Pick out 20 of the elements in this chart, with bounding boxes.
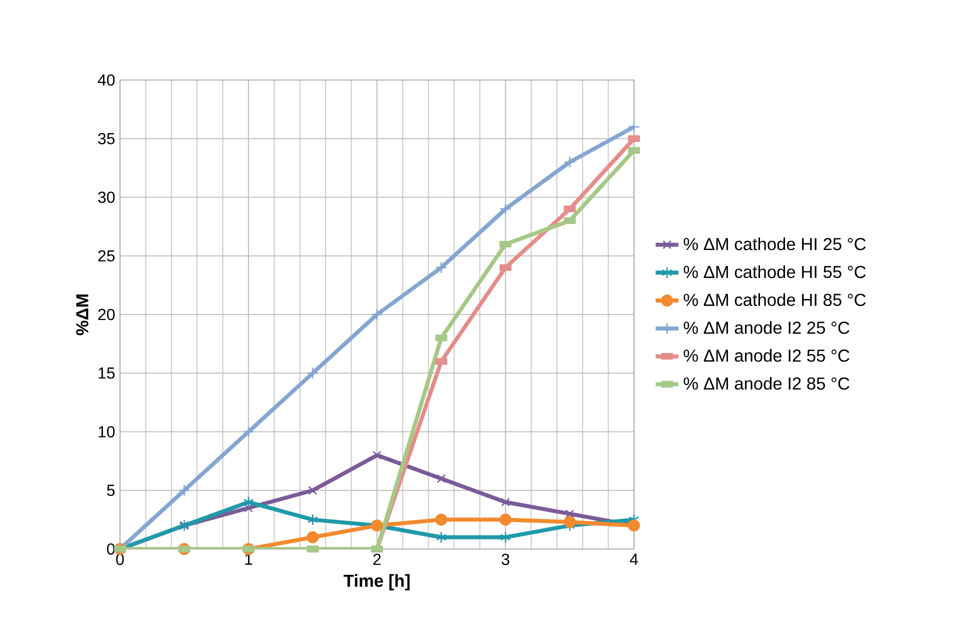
- x-tick-label: 3: [502, 554, 510, 566]
- legend-label: % ΔM anode I2 85 °C: [684, 376, 850, 390]
- legend-label: % ΔM anode I2 55 °C: [684, 349, 850, 362]
- legend-label: % ΔM cathode HI 25 °C: [684, 237, 866, 250]
- legend-label: % ΔM cathode HI 85 °C: [684, 293, 866, 306]
- y-tick-label: 40: [98, 74, 115, 86]
- legend-label: % ΔM anode I2 25 °C: [684, 321, 850, 334]
- y-tick-label: 5: [107, 484, 115, 496]
- x-axis-title: Time [h]: [344, 574, 410, 590]
- y-tick-label: 20: [98, 308, 115, 320]
- x-tick-label: 4: [630, 554, 638, 565]
- y-tick-label: 25: [98, 250, 115, 262]
- y-tick-label: 35: [98, 132, 115, 144]
- y-axis-title: %ΔM: [76, 294, 88, 336]
- x-tick-label: 2: [373, 554, 381, 565]
- y-tick-label: 15: [98, 368, 115, 379]
- y-tick-label: 10: [98, 426, 115, 438]
- legend-label: % ΔM cathode HI 55 °C: [684, 265, 866, 278]
- x-tick-label: 1: [245, 554, 252, 565]
- y-tick-label: 30: [98, 192, 115, 203]
